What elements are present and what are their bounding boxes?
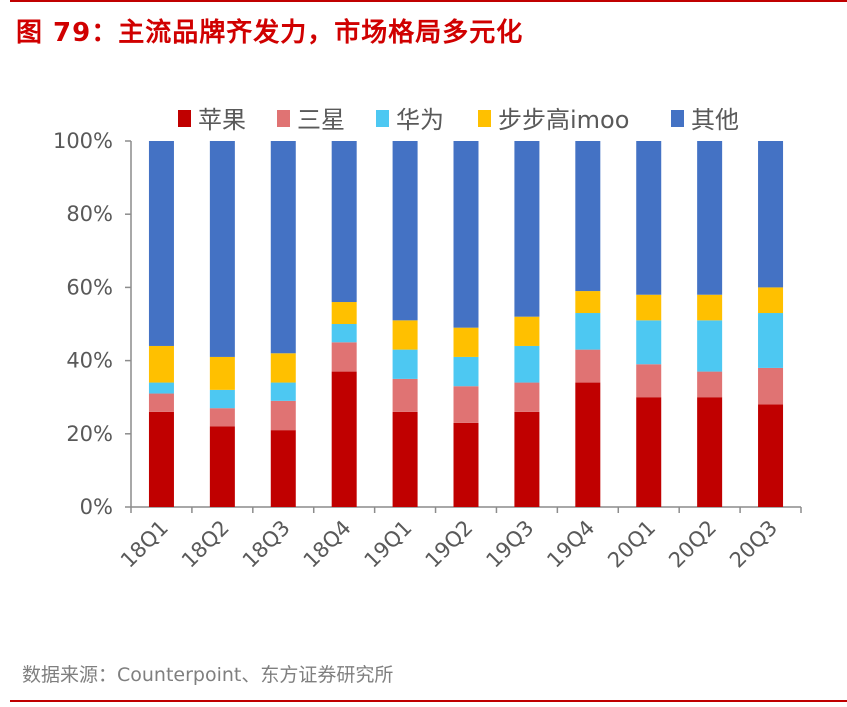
bar-segment-20Q3-步步高imoo — [758, 287, 784, 314]
y-tick-label: 0% — [80, 495, 113, 519]
bar-segment-19Q4-苹果 — [575, 382, 601, 507]
legend-swatch-苹果 — [178, 110, 191, 127]
legend-label: 步步高imoo — [498, 106, 629, 134]
x-tick-label: 18Q2 — [177, 516, 234, 573]
x-tick-label: 19Q2 — [421, 516, 478, 573]
x-tick-label: 19Q4 — [542, 516, 599, 573]
bar-segment-19Q3-三星 — [514, 382, 540, 412]
bar-segment-19Q3-其他 — [514, 141, 540, 317]
bar-segment-19Q1-步步高imoo — [392, 320, 418, 350]
bar-segment-18Q1-苹果 — [148, 411, 174, 507]
y-tick-label: 40% — [66, 349, 113, 373]
bar-segment-20Q2-华为 — [697, 320, 723, 372]
bar-segment-20Q3-苹果 — [758, 404, 784, 507]
x-tick-label: 19Q1 — [360, 516, 417, 573]
bar-segment-18Q4-华为 — [331, 324, 357, 343]
x-tick-label: 20Q1 — [603, 516, 660, 573]
x-tick-label: 19Q3 — [481, 516, 538, 573]
bar-segment-20Q1-其他 — [636, 141, 662, 295]
y-tick-label: 60% — [66, 275, 113, 299]
legend-label: 华为 — [396, 106, 444, 134]
bar-segment-18Q4-三星 — [331, 342, 357, 372]
bar-segment-18Q4-步步高imoo — [331, 302, 357, 324]
bottom-rule — [10, 700, 847, 702]
top-rule — [10, 0, 847, 2]
bar-segment-19Q4-三星 — [575, 349, 601, 383]
bar-segment-18Q2-华为 — [209, 389, 235, 409]
bar-segment-18Q1-步步高imoo — [148, 345, 174, 383]
bar-segment-19Q2-华为 — [453, 356, 479, 387]
y-tick-label: 20% — [66, 422, 113, 446]
bar-segment-19Q4-步步高imoo — [575, 291, 601, 314]
bar-segment-18Q2-步步高imoo — [209, 356, 235, 390]
y-tick-label: 100% — [53, 129, 113, 153]
bar-segment-19Q2-其他 — [453, 141, 479, 328]
bar-segment-20Q1-华为 — [636, 320, 662, 365]
bar-segment-20Q2-其他 — [697, 141, 723, 295]
bar-segment-20Q2-苹果 — [697, 397, 723, 507]
bar-segment-18Q1-华为 — [148, 382, 174, 394]
bar-segment-20Q1-步步高imoo — [636, 294, 662, 321]
legend-swatch-步步高imoo — [478, 110, 491, 127]
bar-segment-19Q1-华为 — [392, 349, 418, 379]
x-tick-label: 20Q3 — [725, 516, 782, 573]
legend-swatch-三星 — [277, 110, 290, 127]
bar-segment-19Q1-其他 — [392, 141, 418, 321]
x-tick-label: 18Q4 — [299, 516, 356, 573]
bar-segment-18Q1-三星 — [148, 393, 174, 412]
bar-segment-18Q3-步步高imoo — [270, 353, 296, 383]
bar-segment-20Q1-三星 — [636, 364, 662, 398]
bar-segment-18Q4-其他 — [331, 141, 357, 303]
bar-segment-20Q3-华为 — [758, 313, 784, 368]
bar-segment-19Q4-其他 — [575, 141, 601, 292]
bar-segment-18Q2-苹果 — [209, 426, 235, 507]
bar-segment-19Q2-三星 — [453, 386, 479, 423]
bar-segment-20Q1-苹果 — [636, 397, 662, 507]
bar-segment-18Q3-其他 — [270, 141, 296, 354]
bar-segment-18Q2-三星 — [209, 408, 235, 427]
bar-segment-19Q1-苹果 — [392, 411, 418, 507]
y-tick-label: 80% — [66, 202, 113, 226]
bar-segment-18Q3-华为 — [270, 382, 296, 401]
bar-segment-20Q3-其他 — [758, 141, 784, 288]
x-tick-label: 20Q2 — [664, 516, 721, 573]
bar-segment-19Q4-华为 — [575, 313, 601, 350]
bar-segment-20Q3-三星 — [758, 367, 784, 405]
legend-label: 其他 — [691, 106, 739, 134]
bar-segment-18Q1-其他 — [148, 141, 174, 346]
bar-segment-18Q2-其他 — [209, 141, 235, 357]
x-tick-label: 18Q1 — [116, 516, 173, 573]
bar-segment-18Q3-三星 — [270, 400, 296, 431]
bar-segment-19Q1-三星 — [392, 378, 418, 412]
bar-segment-19Q3-步步高imoo — [514, 316, 540, 346]
bar-segment-19Q3-华为 — [514, 345, 540, 383]
bar-segment-19Q2-苹果 — [453, 422, 479, 507]
chart-title: 图 79：主流品牌齐发力，市场格局多元化 — [16, 18, 524, 48]
legend-label: 苹果 — [198, 106, 246, 134]
bar-segment-20Q2-步步高imoo — [697, 294, 723, 321]
bar-segment-19Q2-步步高imoo — [453, 327, 479, 357]
bar-segment-19Q3-苹果 — [514, 411, 540, 507]
x-tick-label: 18Q3 — [238, 516, 295, 573]
legend-swatch-华为 — [376, 110, 389, 127]
source-note: 数据来源：Counterpoint、东方证券研究所 — [22, 664, 394, 686]
bar-segment-18Q4-苹果 — [331, 371, 357, 507]
bar-segment-20Q2-三星 — [697, 371, 723, 398]
bar-segment-18Q3-苹果 — [270, 430, 296, 507]
legend-swatch-其他 — [671, 110, 684, 127]
legend-label: 三星 — [297, 106, 345, 134]
